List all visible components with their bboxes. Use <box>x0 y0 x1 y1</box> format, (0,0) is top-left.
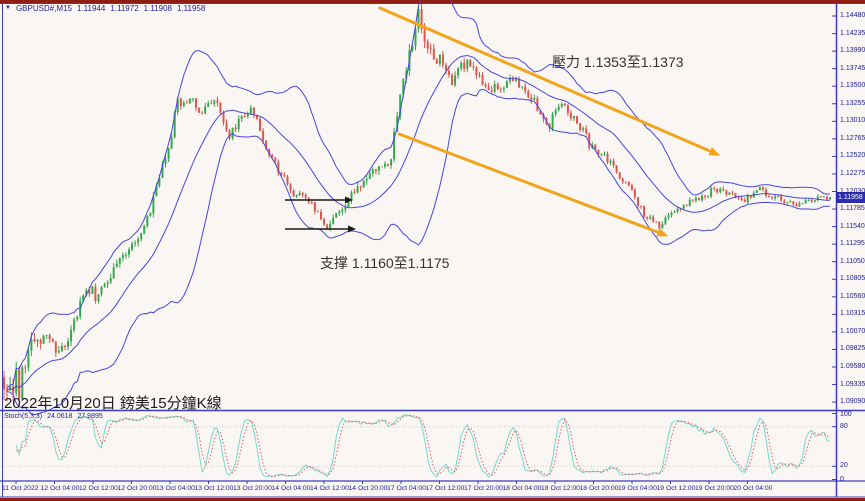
stoch-d-value: 27.9895 <box>77 413 103 420</box>
price-tick-label: 1.13745 <box>840 64 865 72</box>
stochastic-main-line <box>15 413 831 478</box>
support-arrow-head <box>345 196 353 204</box>
resistance-annotation: 壓力 1.1353至1.1373 <box>552 54 684 70</box>
price-tick-label: 1.10560 <box>840 292 865 300</box>
price-tick-label: 1.11540 <box>840 222 865 230</box>
price-tick-label: 1.11295 <box>840 240 865 248</box>
time-tick-label: 18 Oct 20:00 <box>579 485 619 492</box>
stoch-scale-label: 80 <box>840 422 848 430</box>
price-tick-label: 1.12520 <box>840 152 865 160</box>
bollinger-upper-band <box>6 0 830 389</box>
stoch-name: Stoch(5,3,3) <box>4 413 43 420</box>
candles-down-bodies <box>3 9 828 399</box>
chevron-down-icon[interactable]: ▼ <box>5 5 11 11</box>
support-arrow-head <box>348 225 356 233</box>
price-tick-label: 1.09090 <box>840 398 865 406</box>
symbol-label: GBPUSD#,M15 <box>15 4 72 13</box>
chart-title-caption: 2022年10月20日 鎊美15分鐘K線 <box>4 395 222 412</box>
price-tick-label: 1.10805 <box>840 275 865 283</box>
price-tick-label: 1.13010 <box>840 117 865 125</box>
trendline-upper[interactable] <box>378 6 714 154</box>
time-tick-label: 19 Oct 20:00 <box>695 485 734 492</box>
time-tick-label: 19 Oct 04:00 <box>618 485 657 492</box>
time-tick-label: 19 Oct 12:00 <box>656 485 696 492</box>
stoch-k-value: 24.0618 <box>47 413 73 420</box>
window-edge-top <box>0 0 865 3</box>
quote-low: 1.11908 <box>143 4 172 13</box>
trendline-arrowhead <box>656 228 669 237</box>
time-tick-label: 20 Oct 04:00 <box>733 485 773 492</box>
time-tick-label: 14 Oct 20:00 <box>348 485 388 492</box>
quote-open: 1.11944 <box>76 4 106 13</box>
window-edge-bottom <box>0 498 865 501</box>
time-tick-label: 18 Oct 12:00 <box>541 485 580 492</box>
price-tick-label: 1.09825 <box>840 345 865 353</box>
stochastic-signal-line <box>16 414 831 478</box>
support-annotation: 支撑 1.1160至1.1175 <box>320 255 450 271</box>
price-tick-label: 1.11050 <box>840 257 865 265</box>
stoch-indicator-label: Stoch(5,3,3) 24.0618 27.9895 <box>4 413 103 420</box>
time-tick-label: 17 Oct 20:00 <box>464 485 503 492</box>
time-tick-label: 13 Oct 04:00 <box>156 485 195 492</box>
time-tick-label: 11 Oct 2022 <box>2 485 39 492</box>
time-tick-label: 12 Oct 20:00 <box>117 485 157 492</box>
time-tick-label: 12 Oct 04:00 <box>40 485 80 492</box>
current-price-badge: 1.11958 <box>836 191 865 203</box>
time-tick-label: 14 Oct 12:00 <box>310 485 349 492</box>
bollinger-lower-band <box>6 88 830 416</box>
price-tick-label: 1.09335 <box>840 380 865 388</box>
trendline-arrowhead <box>708 147 721 156</box>
trendline-lower[interactable] <box>397 132 662 235</box>
price-tick-label: 1.14235 <box>840 29 865 37</box>
time-tick-label: 18 Oct 04:00 <box>502 485 542 492</box>
stoch-scale-label: 100 <box>840 411 852 418</box>
stoch-scale-label: 0 <box>840 475 844 483</box>
price-tick-label: 1.12765 <box>840 134 865 142</box>
time-tick-label: 17 Oct 12:00 <box>425 485 465 492</box>
price-tick-label: 1.13255 <box>840 99 865 107</box>
price-tick-label: 1.13990 <box>840 47 865 55</box>
price-tick-label: 1.10315 <box>840 310 865 318</box>
price-tick-label: 1.12275 <box>840 169 865 177</box>
price-tick-label: 1.09580 <box>840 363 865 370</box>
price-tick-label: 1.14480 <box>840 12 865 19</box>
price-tick-label: 1.10070 <box>840 327 865 335</box>
time-tick-label: 13 Oct 20:00 <box>233 485 272 492</box>
symbol-ohlc-line: ▼ GBPUSD#,M15 1.11944 1.11972 1.11908 1.… <box>5 4 205 13</box>
quote-high: 1.11972 <box>110 4 139 13</box>
candles-down-wicks <box>3 3 828 402</box>
candles-up-wicks <box>9 5 831 400</box>
time-tick-label: 14 Oct 04:00 <box>271 485 311 492</box>
candles-up-bodies <box>9 9 832 399</box>
time-tick-label: 12 Oct 12:00 <box>79 485 118 492</box>
time-tick-label: 17 Oct 04:00 <box>387 485 426 492</box>
price-tick-label: 1.12030 <box>840 187 865 195</box>
stoch-scale-label: 20 <box>840 462 848 470</box>
time-tick-label: 13 Oct 12:00 <box>194 485 234 492</box>
bollinger-middle-band <box>6 54 830 391</box>
price-tick-label: 1.13500 <box>840 82 865 90</box>
quote-close: 1.11958 <box>176 4 206 13</box>
price-tick-label: 1.11785 <box>840 205 865 213</box>
